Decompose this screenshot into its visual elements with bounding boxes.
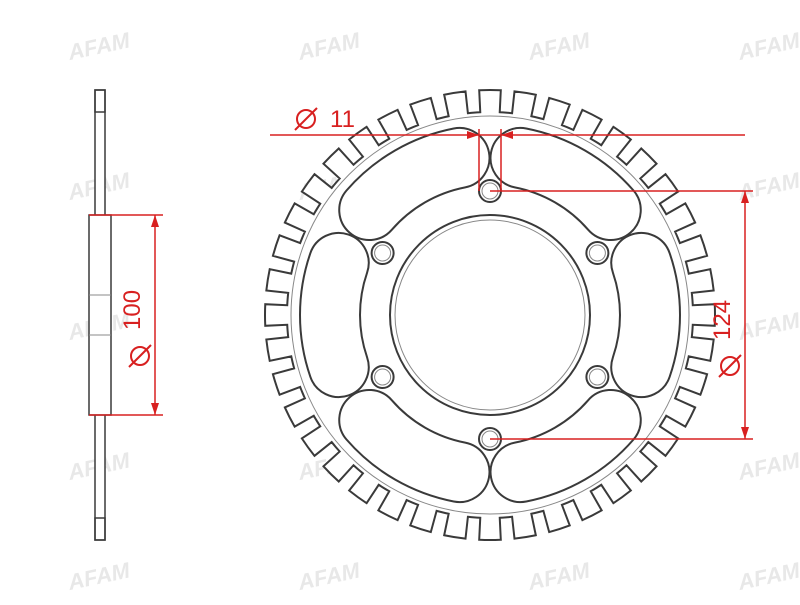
watermark-text: AFAM <box>525 27 593 65</box>
dim-label: 100 <box>119 290 146 330</box>
dim-arrow <box>741 427 749 439</box>
watermark-text: AFAM <box>525 557 593 595</box>
dim-arrow <box>151 215 159 227</box>
dim-label: 124 <box>709 300 736 340</box>
diameter-slash <box>295 108 317 130</box>
lightening-hole <box>611 233 680 397</box>
watermark-text: AFAM <box>295 557 363 595</box>
dim-label: 11 <box>330 106 355 133</box>
sprocket-face <box>265 90 715 540</box>
diameter-slash <box>719 355 741 377</box>
technical-drawing: AFAMAFAMAFAMAFAMAFAMAFAMAFAMAFAMAFAMAFAM… <box>0 0 800 605</box>
watermark-text: AFAM <box>295 27 363 65</box>
center-bore <box>390 215 590 415</box>
watermark-text: AFAM <box>735 27 800 65</box>
lightening-hole <box>300 233 369 397</box>
profile-hub <box>89 215 111 415</box>
watermark-text: AFAM <box>65 557 133 595</box>
watermark-text: AFAM <box>735 557 800 595</box>
diameter-slash <box>129 345 151 367</box>
dim-arrow <box>151 403 159 415</box>
watermark-text: AFAM <box>735 447 800 485</box>
watermark-text: AFAM <box>65 27 133 65</box>
